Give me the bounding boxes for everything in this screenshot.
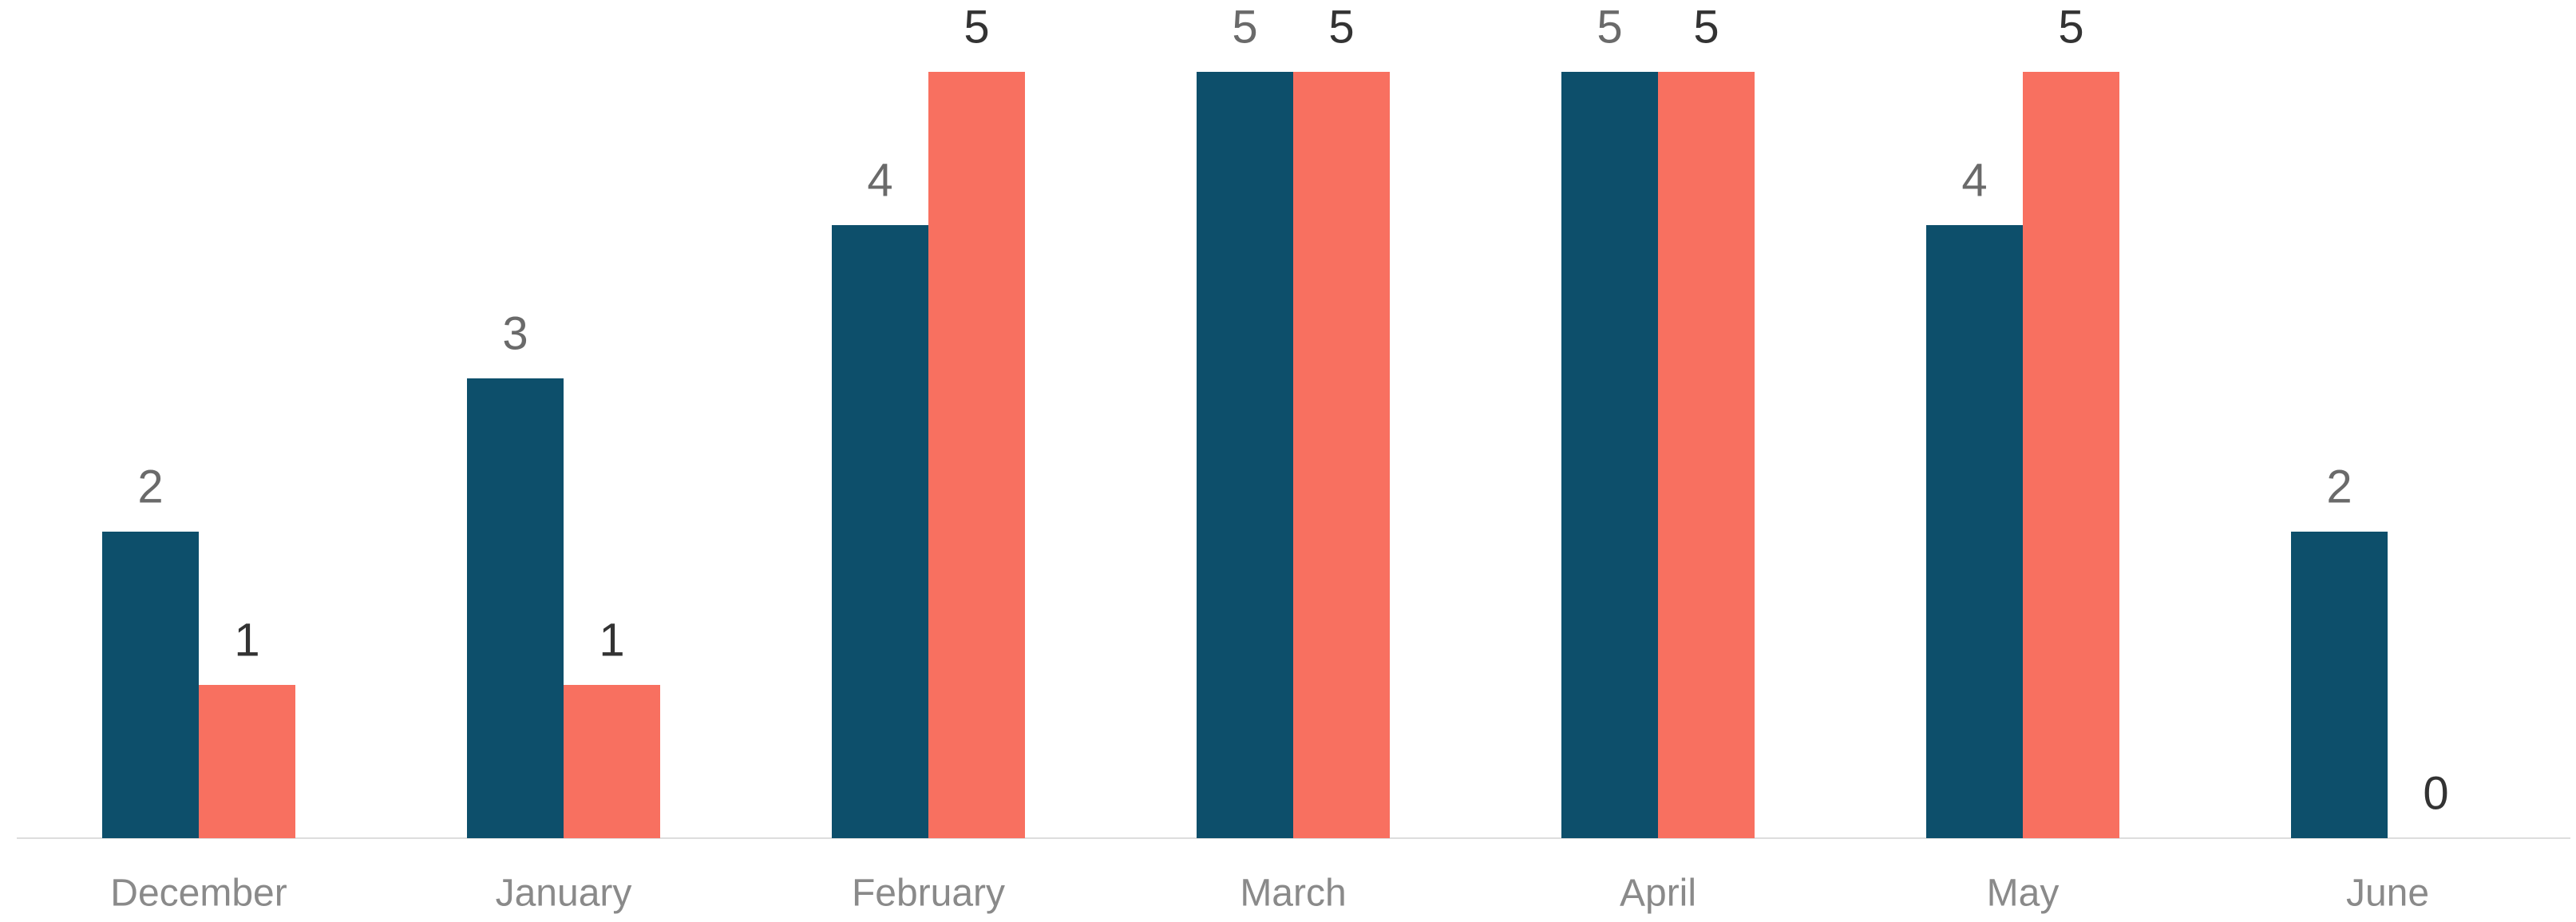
data-label: 5	[1597, 1, 1622, 53]
bar	[2291, 532, 2388, 838]
bar	[1658, 72, 1755, 838]
bar	[928, 72, 1025, 838]
bar	[467, 378, 564, 838]
data-label: 2	[137, 461, 163, 512]
data-label: 2	[2326, 461, 2352, 512]
data-label: 4	[1961, 154, 1987, 206]
data-label: 5	[1693, 1, 1719, 53]
data-label: 1	[599, 614, 624, 666]
bar	[102, 532, 199, 838]
bar	[199, 685, 295, 838]
x-tick-label: April	[1620, 873, 1696, 915]
data-label: 0	[2423, 767, 2448, 819]
data-label: 5	[1328, 1, 1354, 53]
x-tick-label: May	[1987, 873, 2060, 915]
x-tick-label: January	[496, 873, 632, 915]
bar	[1926, 225, 2023, 838]
x-tick-label: March	[1240, 873, 1346, 915]
bar	[832, 225, 928, 838]
data-label: 5	[2058, 1, 2083, 53]
bar	[1293, 72, 1390, 838]
bar	[1561, 72, 1658, 838]
x-tick-label: June	[2346, 873, 2429, 915]
data-label: 3	[502, 307, 528, 359]
x-tick-label: December	[110, 873, 287, 915]
bar	[2023, 72, 2119, 838]
data-label: 1	[234, 614, 259, 666]
bar	[564, 685, 660, 838]
x-tick-label: February	[852, 873, 1005, 915]
bar	[1197, 72, 1293, 838]
data-label: 5	[964, 1, 989, 53]
data-label: 5	[1232, 1, 1257, 53]
data-label: 4	[867, 154, 892, 206]
